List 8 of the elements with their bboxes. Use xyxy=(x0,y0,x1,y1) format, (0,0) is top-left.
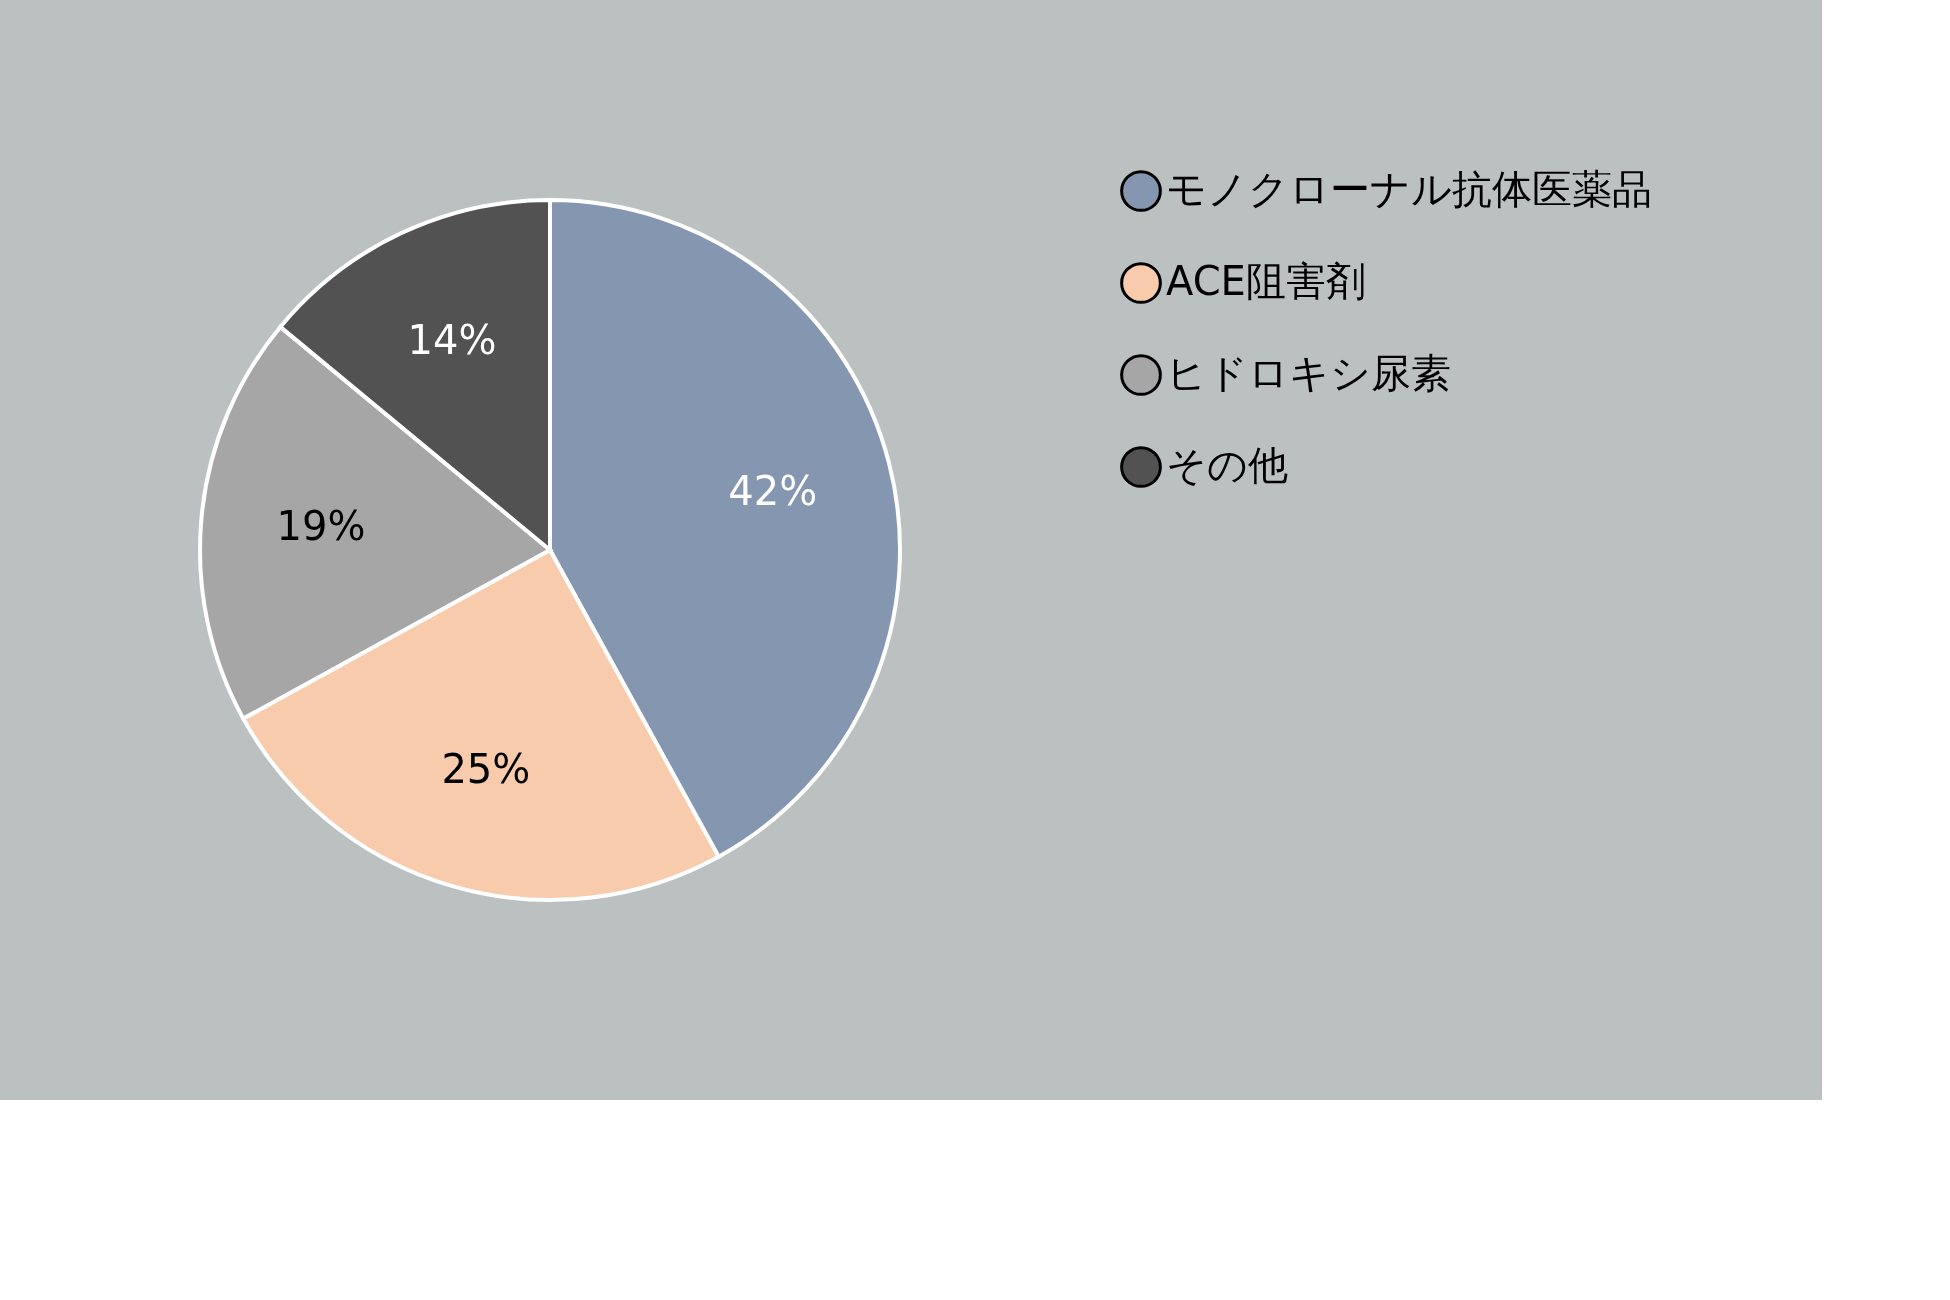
data-label: 19% xyxy=(276,503,366,550)
data-label: 14% xyxy=(407,316,497,363)
legend-label: ヒドロキシ尿素 xyxy=(1166,350,1451,396)
data-label: 25% xyxy=(441,745,531,792)
legend-label: モノクローナル抗体医薬品 xyxy=(1166,166,1652,212)
legend-label: ACE阻害剤 xyxy=(1166,258,1366,304)
data-label: 42% xyxy=(728,467,818,514)
legend-label: その他 xyxy=(1166,442,1288,488)
